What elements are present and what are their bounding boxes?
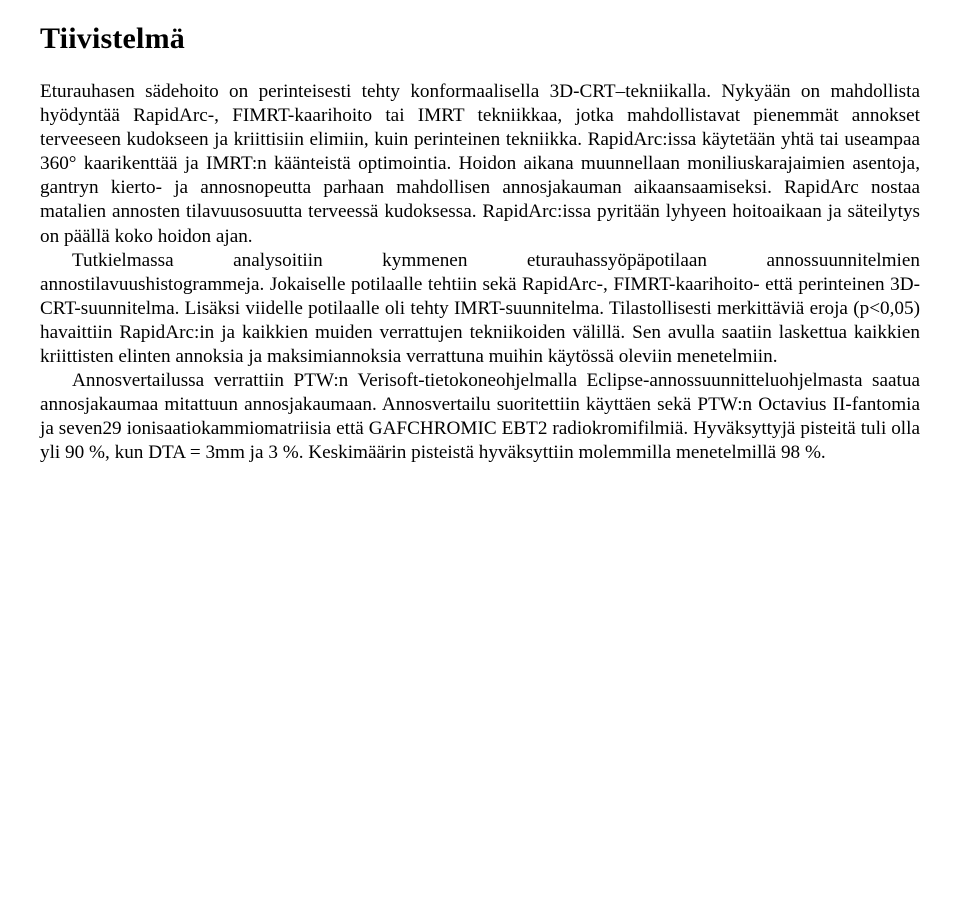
- paragraph: Eturauhasen sädehoito on perinteisesti t…: [40, 80, 920, 249]
- paragraph: Annosvertailussa verrattiin PTW:n Veriso…: [40, 369, 920, 465]
- document-page: Tiivistelmä Eturauhasen sädehoito on per…: [0, 0, 960, 909]
- page-title: Tiivistelmä: [40, 22, 920, 56]
- paragraph: Tutkielmassa analysoitiin kymmenen etura…: [40, 249, 920, 369]
- body-text: Eturauhasen sädehoito on perinteisesti t…: [40, 80, 920, 466]
